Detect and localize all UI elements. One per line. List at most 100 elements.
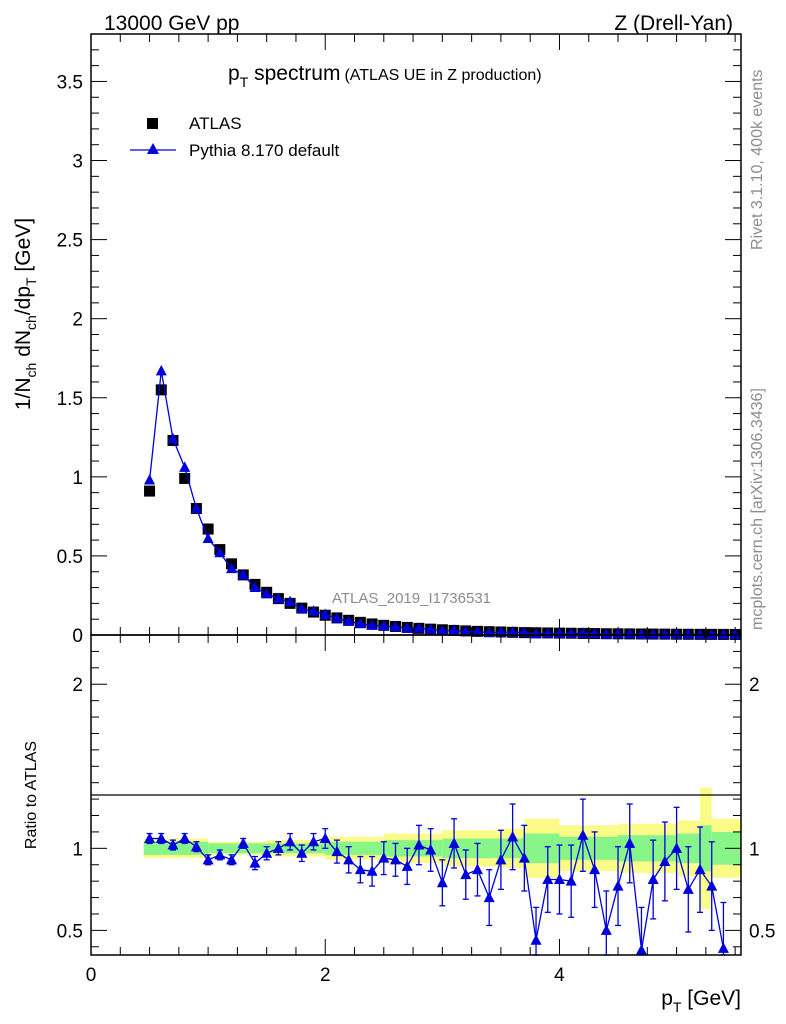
pythia-point <box>659 628 671 639</box>
pythia-point <box>237 568 249 580</box>
ratio-point <box>308 835 320 847</box>
ratio-point <box>495 853 507 865</box>
ratio-point <box>155 832 167 843</box>
ratio-point <box>354 863 366 875</box>
pythia-point <box>390 620 402 632</box>
pythia-point <box>600 628 612 639</box>
pythia-point <box>155 364 167 376</box>
pythia-point <box>682 628 694 639</box>
pythia-point <box>530 627 542 639</box>
ratio-marks <box>144 798 729 956</box>
band-inner-segment <box>208 843 267 854</box>
ratio-y-tick-label: 0.5 <box>57 921 83 942</box>
pythia-point <box>471 625 483 637</box>
pythia-point <box>624 627 636 639</box>
ratio-point <box>647 873 659 885</box>
ratio-point <box>600 924 612 935</box>
main-y-tick-label: 3 <box>72 152 83 173</box>
main-y-tick-label: 2 <box>72 310 83 331</box>
ratio-point <box>226 853 238 865</box>
main-y-tick-label: 2.5 <box>57 231 83 252</box>
ratio-point <box>659 855 671 866</box>
ratio-point <box>436 876 448 888</box>
pythia-point <box>460 625 472 637</box>
main-y-tick-label: 0.5 <box>57 547 83 568</box>
ratio-y-tick-label: 2 <box>72 675 83 696</box>
pythia-point <box>448 624 460 635</box>
rivet-version-label: Rivet 3.1.10, 400k events <box>749 69 766 250</box>
ratio-point <box>378 852 390 863</box>
ratio-point <box>331 845 343 857</box>
ratio-point <box>284 835 296 847</box>
pythia-point <box>354 617 366 629</box>
ratio-frame <box>90 634 742 956</box>
pythia-point <box>612 628 624 639</box>
ratio-point <box>542 873 554 885</box>
pythia-point <box>706 628 718 640</box>
ratio-point <box>518 852 530 863</box>
legend-mc-label: Pythia 8.170 default <box>189 141 340 160</box>
main-y-tick-label: 3.5 <box>57 72 83 93</box>
main-y-tick-label: 1.5 <box>57 389 83 410</box>
pythia-point <box>190 502 202 513</box>
band-inner-segment <box>524 833 560 864</box>
atlas-data-point <box>202 523 214 535</box>
ratio-point <box>413 839 425 850</box>
pythia-point <box>319 608 331 619</box>
ratio-point <box>483 891 495 903</box>
ratio-point <box>507 830 519 842</box>
ratio-point <box>179 832 191 843</box>
ratio-point <box>694 863 706 875</box>
analysis-reference: ATLAS_2019_I1736531 <box>332 590 491 607</box>
pythia-point <box>343 615 355 626</box>
pythia-point <box>144 474 156 485</box>
x-label-sub: T <box>673 999 682 1015</box>
pythia-point <box>671 628 683 639</box>
title-p: p <box>228 62 240 85</box>
atlas-data-point <box>144 485 156 497</box>
ratio-point <box>671 842 683 853</box>
pythia-point <box>179 461 191 472</box>
legend-atlas-label: ATLAS <box>189 114 242 133</box>
band-inner-segment <box>700 825 712 872</box>
pythia-point <box>261 587 273 599</box>
pythia-point <box>308 605 320 616</box>
ratio-point <box>319 832 331 843</box>
atlas-data-point <box>179 472 191 484</box>
ratio-point <box>249 857 261 868</box>
ratio-point <box>565 875 577 886</box>
ratio-point <box>190 840 202 852</box>
ratio-point <box>530 934 542 945</box>
band-inner-segment <box>559 836 619 860</box>
pythia-point <box>284 595 296 607</box>
main-axes: 0 0.5 1 1.5 2 2.5 3 3.5 <box>57 34 741 647</box>
legend: ATLAS Pythia 8.170 default <box>130 114 340 160</box>
ratio-point <box>589 863 601 875</box>
main-panel: 0 0.5 1 1.5 2 2.5 3 3.5 pT spectrum (ATLAS UE in… <box>12 33 742 647</box>
legend-mc-marker <box>147 143 159 154</box>
ratio-point <box>635 944 647 955</box>
ratio-point <box>366 865 378 876</box>
process-label: Z (Drell-Yan) <box>614 12 733 35</box>
ratio-point <box>682 883 694 894</box>
chart-title: pT spectrum (ATLAS UE in Z production) <box>228 62 542 90</box>
pythia-point <box>249 581 261 593</box>
main-y-label: 1/Nch dNch/dpT [GeV] <box>12 218 39 410</box>
ratio-panel: 0.5 0.5 1 1 2 2 0 2 4 Ratio to ATLAS pT [GeV] <box>23 634 775 1015</box>
pythia-point <box>272 592 284 604</box>
x-tick-label: 4 <box>554 965 565 986</box>
ratio-point <box>471 863 483 875</box>
legend-atlas-marker <box>147 118 158 129</box>
ratio-point <box>448 837 460 848</box>
x-label-rest: [GeV] <box>681 987 741 1010</box>
pythia-point <box>495 626 507 637</box>
energy-label: 13000 GeV pp <box>104 12 239 35</box>
atlas-data-point <box>155 384 167 396</box>
main-y-tick-label: 0 <box>72 626 83 647</box>
pythia-point <box>214 546 226 558</box>
ratio-point <box>167 839 179 850</box>
pythia-point <box>202 532 214 544</box>
ratio-point <box>401 860 413 871</box>
pythia-point <box>366 619 378 630</box>
